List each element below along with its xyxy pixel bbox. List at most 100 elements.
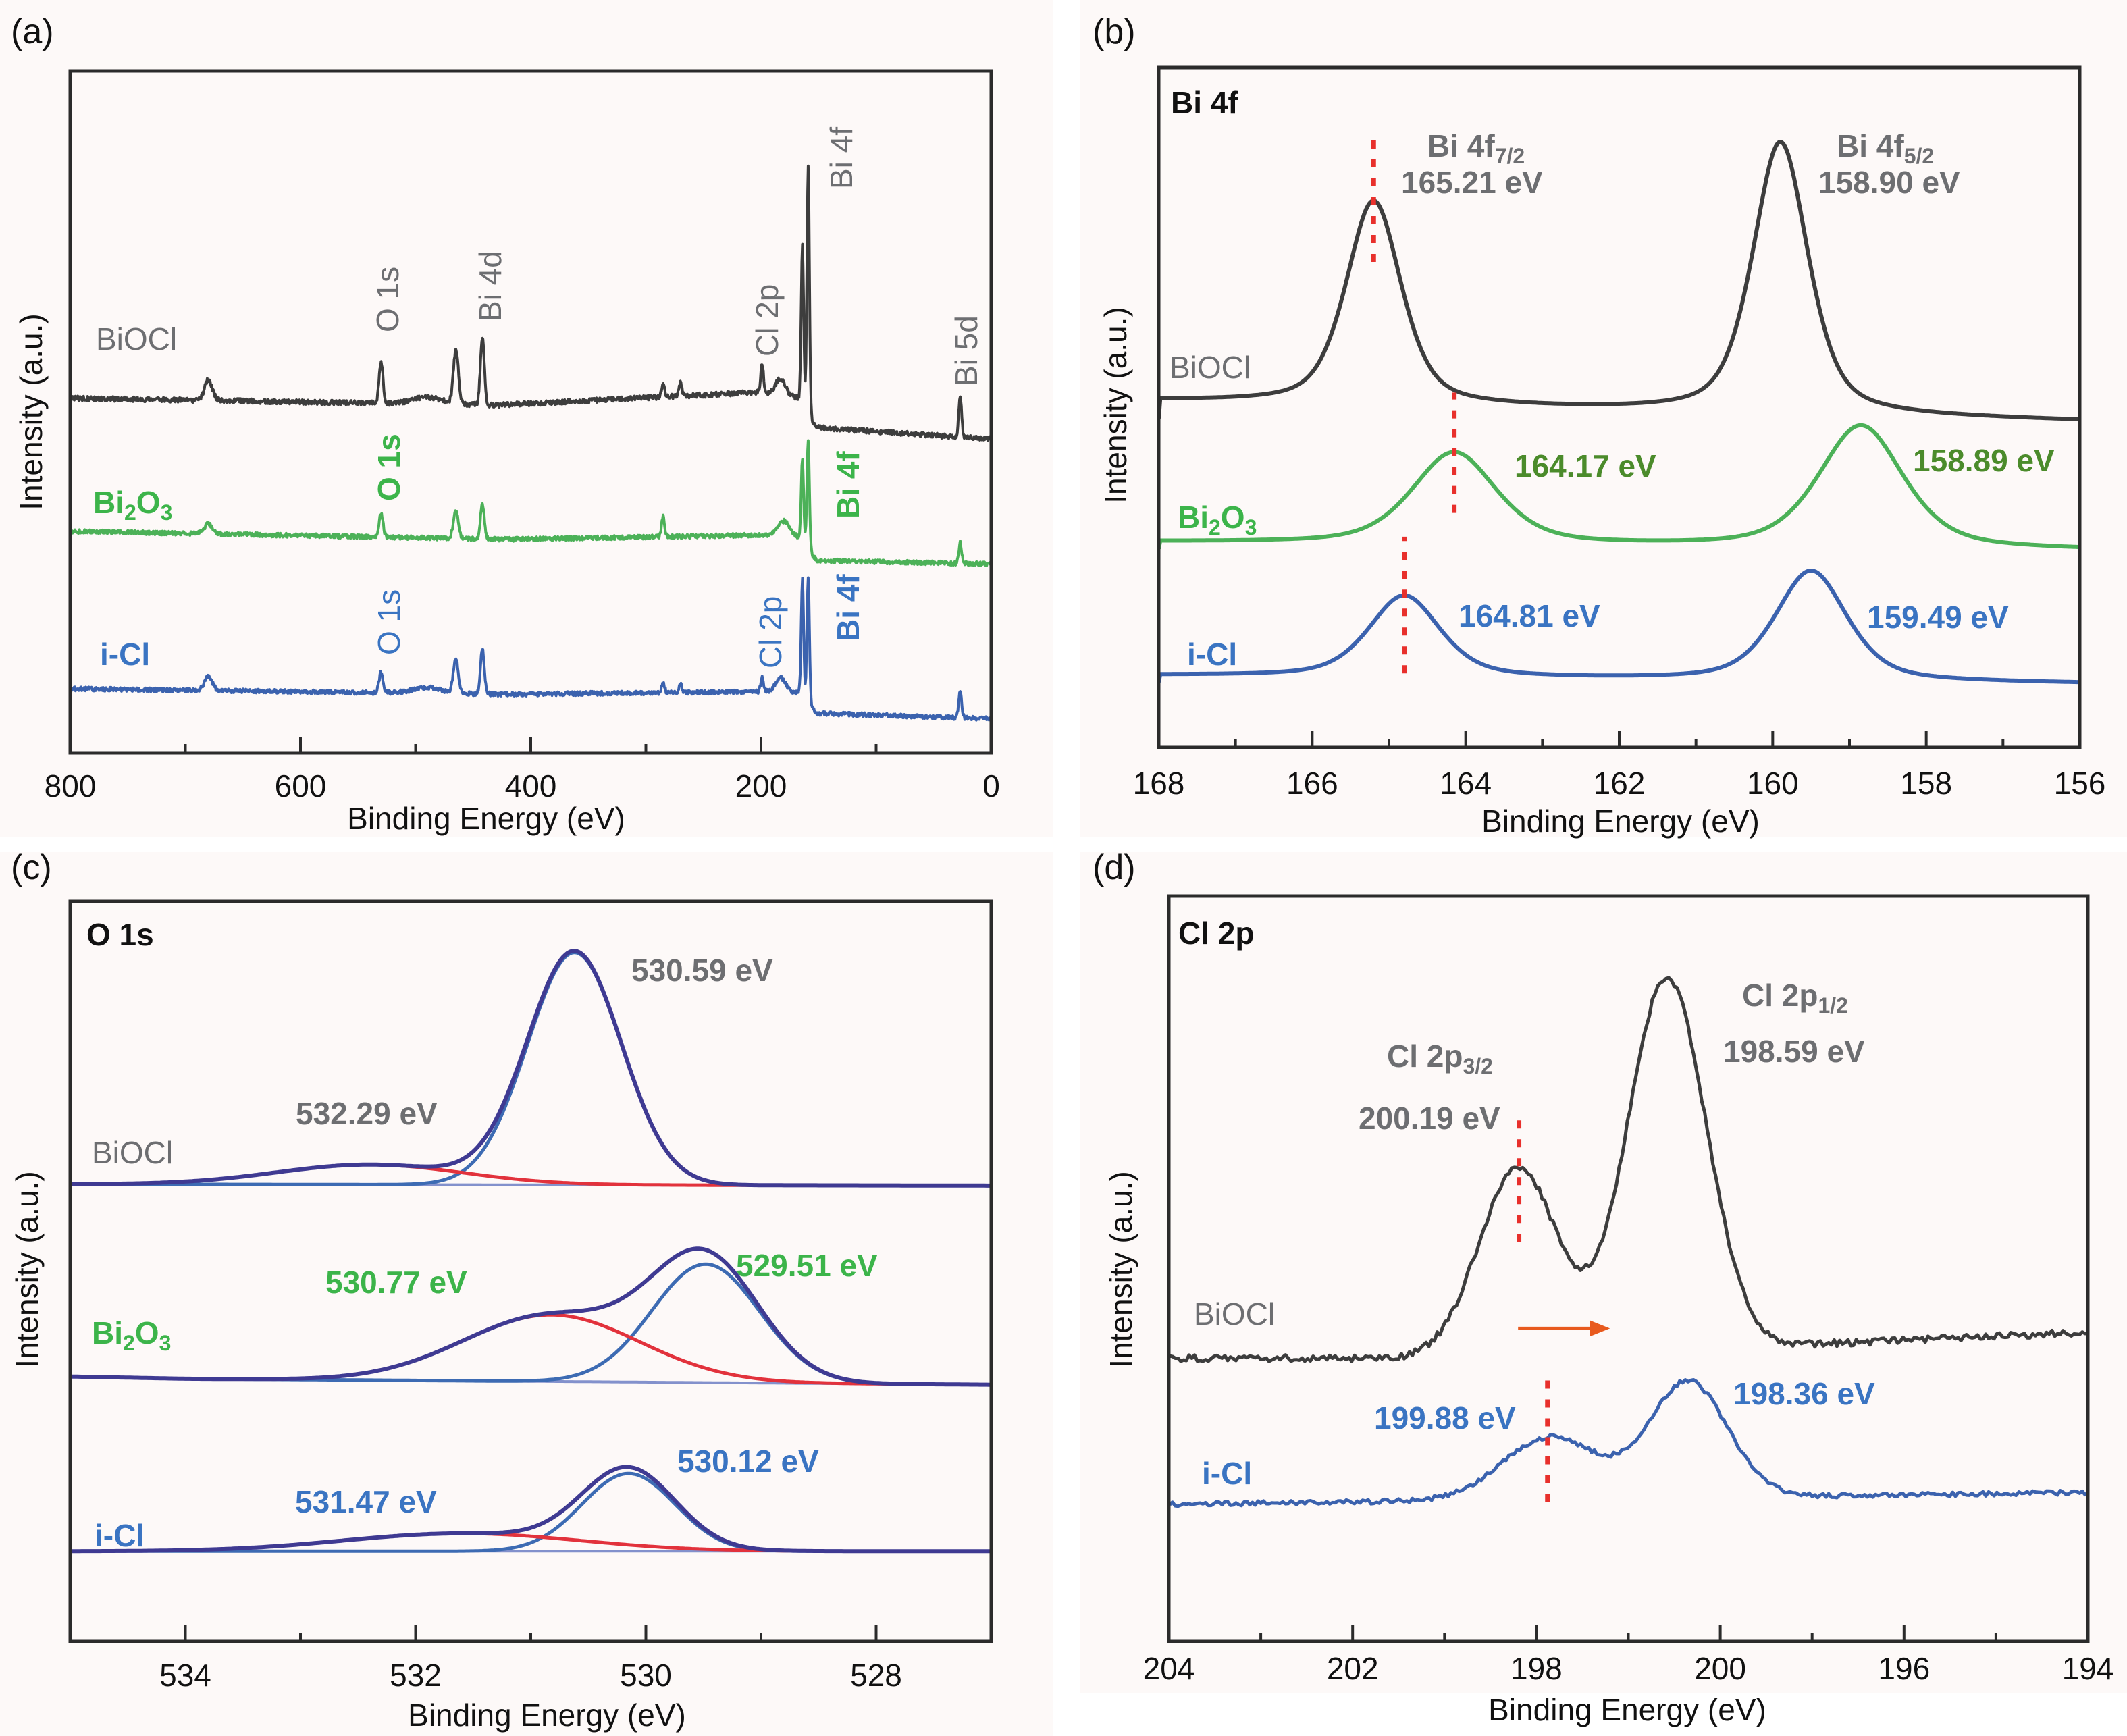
peak-label-cl2p: Cl 2p [750, 284, 785, 357]
panel-d-background [1080, 852, 2127, 1693]
panel-c-plot: 534 532 530 528 [68, 899, 993, 1693]
annotation-530-59: 530.59 eV [631, 953, 773, 988]
annotation-530-12: 530.12 eV [677, 1444, 819, 1479]
x-tick-label: 196 [1878, 1651, 1930, 1686]
x-tick-label: 166 [1286, 766, 1338, 801]
panel-b-background [1080, 0, 2127, 837]
series-line-i-Cl [1159, 569, 2080, 685]
series-line-Bi2O3 [1159, 423, 2080, 550]
x-tick-label: 160 [1747, 766, 1799, 801]
series-label-bi2o3: Bi2O3 [92, 1315, 171, 1355]
panel-c-letter: (c) [11, 848, 52, 887]
series-label-biocl: BiOCl [92, 1135, 173, 1170]
panel-d-letter: (d) [1093, 848, 1136, 887]
peak-label-bi4f-bi2o3: Bi 4f [831, 451, 866, 519]
annotation-200-19: 200.19 eV [1359, 1101, 1500, 1136]
annotation-158-89: 158.89 eV [1913, 443, 2055, 478]
panel-a-ylabel: Intensity (a.u.) [14, 313, 49, 510]
peak-label-cl2p-i-cl: Cl 2p [753, 596, 788, 668]
fit-envelope-i-Cl [70, 1465, 991, 1554]
x-tick-label: 200 [735, 768, 787, 804]
panel-c-ylabel: Intensity (a.u.) [9, 1171, 45, 1367]
peak-label-o1s-i-cl: O 1s [371, 589, 406, 655]
x-tick-label: 530 [620, 1658, 672, 1693]
series-line-i-Cl [70, 576, 991, 722]
series-label-i-cl: i-Cl [95, 1518, 145, 1553]
panel-c-background [0, 852, 1053, 1736]
series-line-BiOCl [1159, 140, 2080, 421]
panel-b-ylabel: Intensity (a.u.) [1098, 307, 1133, 503]
x-tick-label: 400 [505, 768, 557, 804]
annotation-bi4f52: Bi 4f5/2 [1837, 128, 1934, 168]
x-tick-label: 528 [850, 1658, 902, 1693]
annotation-530-77: 530.77 eV [325, 1265, 467, 1300]
annotation-165-21: 165.21 eV [1401, 165, 1543, 200]
panel-a-letter: (a) [11, 12, 54, 51]
plot-area [1159, 140, 2080, 685]
series-label-biocl: BiOCl [1194, 1296, 1275, 1332]
annotation-164-17: 164.17 eV [1515, 448, 1656, 483]
series-line-Bi2O3 [70, 439, 991, 567]
annotation-cl2p12: Cl 2p1/2 [1742, 978, 1848, 1018]
panel-c: (c) O 1s Intensity (a.u.) Binding Energy… [9, 848, 878, 1733]
panel-b-plot: 168 166 164 162 160 158 156 [1133, 65, 2106, 801]
series-line-BiOCl [1169, 976, 2088, 1363]
x-tick-label: 158 [1900, 766, 1952, 801]
panel-d-ylabel: Intensity (a.u.) [1103, 1171, 1138, 1367]
panel-a-xlabel: Binding Energy (eV) [347, 801, 625, 836]
series-label-biocl: BiOCl [1170, 350, 1251, 385]
annotation-cl2p32: Cl 2p3/2 [1387, 1038, 1493, 1078]
series-line-i-Cl [1169, 1378, 2088, 1508]
x-tick-label: 0 [982, 768, 1000, 804]
fit-envelope-BiOCl [70, 949, 991, 1188]
peak-label-bi5d: Bi 5d [949, 315, 984, 386]
shift-arrow-head-icon [1590, 1320, 1610, 1337]
plot-area [70, 949, 991, 1554]
panel-d-title: Cl 2p [1178, 916, 1254, 951]
panel-d: (d) Cl 2p Intensity (a.u.) Binding Energ… [1093, 848, 1875, 1727]
panel-a-plot: 800 600 400 200 0 [45, 69, 1000, 804]
series-label-i-cl: i-Cl [1202, 1456, 1252, 1491]
x-tick-label: 156 [2054, 766, 2106, 801]
annotation-164-81: 164.81 eV [1459, 598, 1600, 633]
series-label-bi2o3: Bi2O3 [93, 485, 172, 525]
x-tick-label: 532 [390, 1658, 442, 1693]
series-label-bi2o3: Bi2O3 [1178, 500, 1257, 540]
x-tick-label: 600 [275, 768, 327, 804]
panel-c-xlabel: Binding Energy (eV) [408, 1698, 686, 1733]
x-tick-label: 200 [1694, 1651, 1746, 1686]
peak-label-o1s: O 1s [370, 267, 405, 332]
peak-label-o1s-bi2o3: O 1s [371, 433, 406, 501]
x-tick-label: 168 [1133, 766, 1185, 801]
plot-layer: 800 600 400 200 0 168 166 164 162 160 158 156 534 532… [45, 65, 2113, 1693]
panel-c-title: O 1s [86, 917, 154, 952]
panel-d-xlabel: Binding Energy (eV) [1488, 1692, 1766, 1727]
panel-b: (b) Bi 4f Intensity (a.u.) Binding Energ… [1093, 12, 2055, 839]
annotation-bi4f72: Bi 4f7/2 [1427, 128, 1525, 168]
series-label-i-cl: i-Cl [1187, 637, 1237, 672]
fit-envelope-Bi2O3 [70, 1246, 991, 1387]
panel-d-plot: 204 202 198 200 196 194 [1143, 894, 2113, 1686]
annotation-199-88: 199.88 eV [1374, 1400, 1516, 1436]
panel-a-background [0, 0, 1053, 837]
x-tick-label: 162 [1594, 766, 1646, 801]
panel-b-xlabel: Binding Energy (eV) [1481, 804, 1760, 839]
panel-b-title: Bi 4f [1171, 85, 1238, 120]
annotation-158-90: 158.90 eV [1818, 165, 1960, 200]
x-tick-label: 204 [1143, 1651, 1195, 1686]
series-label-i-cl: i-Cl [100, 637, 150, 672]
series-label-biocl: BiOCl [96, 321, 177, 357]
panel-b-letter: (b) [1093, 12, 1136, 51]
x-tick-label: 164 [1440, 766, 1492, 801]
plot-area [1169, 976, 2088, 1508]
peak-label-bi4f-i-cl: Bi 4f [831, 574, 866, 641]
annotation-198-59: 198.59 eV [1723, 1034, 1865, 1069]
x-tick-label: 198 [1511, 1651, 1563, 1686]
series-line-BiOCl [70, 164, 991, 442]
x-tick-label: 202 [1327, 1651, 1379, 1686]
peak-label-bi4f: Bi 4f [824, 127, 859, 189]
annotation-159-49: 159.49 eV [1867, 600, 2009, 635]
x-tick-label: 800 [45, 768, 97, 804]
annotation-531-47: 531.47 eV [295, 1484, 437, 1519]
